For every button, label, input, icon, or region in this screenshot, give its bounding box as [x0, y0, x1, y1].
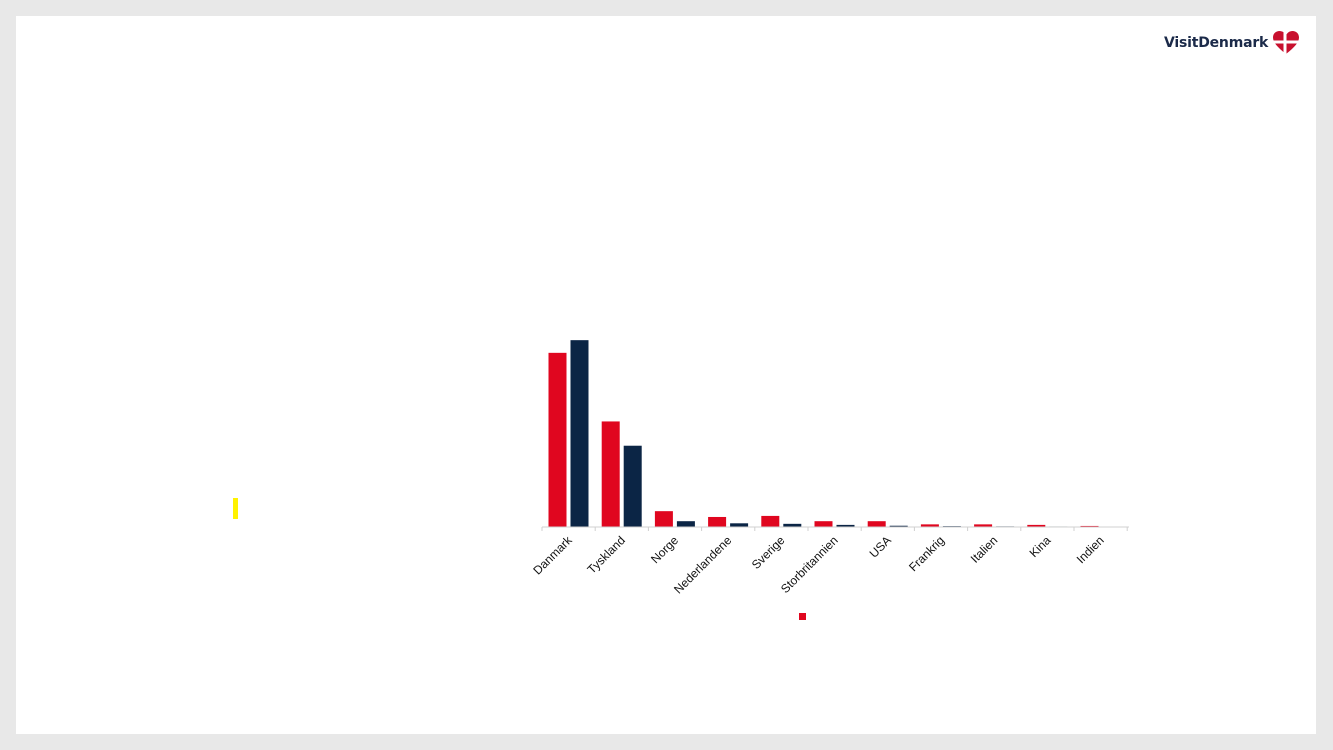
highlight-marker: [233, 498, 238, 519]
bar-danmark-series-1: [548, 352, 567, 527]
x-tick-label: Frankrig: [906, 533, 947, 574]
x-tick-label: Sverige: [749, 533, 788, 572]
bar-nederlandene-series-1: [708, 516, 727, 527]
x-tick-label: Storbritannien: [778, 533, 841, 596]
bar-tyskland-series-1: [601, 421, 620, 527]
bar-sverige-series-2: [783, 523, 802, 527]
bar-usa-series-2: [889, 525, 908, 527]
visitdenmark-logo: VisitDenmark: [1164, 30, 1300, 56]
bar-norge-series-2: [676, 521, 695, 527]
bar-kina-series-1: [1027, 524, 1046, 527]
bar-sverige-series-1: [761, 515, 780, 527]
bar-danmark-series-2: [570, 340, 589, 527]
heart-flag-icon: [1273, 31, 1300, 55]
x-tick-label: Norge: [648, 533, 681, 566]
bar-storbritannien-series-1: [814, 521, 833, 527]
chart-bars: [548, 340, 1121, 527]
x-tick-label: Indien: [1074, 533, 1107, 566]
bar-frankrig-series-1: [920, 524, 939, 527]
bar-nederlandene-series-2: [730, 523, 749, 527]
x-tick-label: Nederlandene: [671, 533, 734, 596]
bar-norge-series-1: [654, 511, 673, 527]
x-tick-label: Danmark: [530, 533, 575, 578]
logo-text: VisitDenmark: [1164, 35, 1269, 51]
bar-tyskland-series-2: [623, 445, 642, 527]
x-tick-label: Italien: [968, 533, 1001, 566]
bar-storbritannien-series-2: [836, 524, 855, 527]
bar-indien-series-1: [1080, 525, 1099, 527]
slide: VisitDenmark Danmark Tyskland Norge Nederla…: [16, 16, 1316, 734]
x-tick-label: Tyskland: [585, 533, 628, 576]
bar-usa-series-1: [867, 521, 886, 527]
x-axis-ticks: [541, 527, 1128, 531]
legend-swatch: [799, 613, 806, 620]
x-tick-label: USA: [867, 533, 894, 560]
x-tick-label: Kina: [1027, 533, 1054, 560]
bar-italien-series-1: [974, 524, 993, 527]
